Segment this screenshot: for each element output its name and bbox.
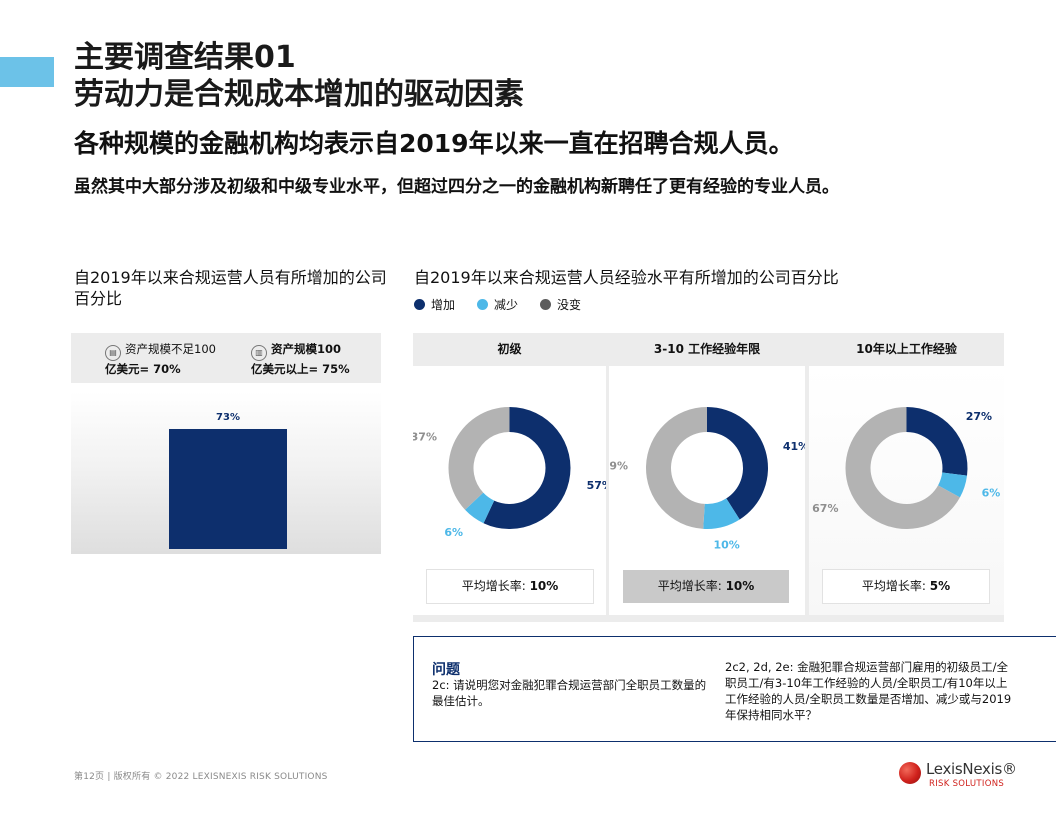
logo-name: LexisNexis® xyxy=(926,760,1017,778)
donut-label-increase: 27% xyxy=(966,410,992,423)
asset-size-large-line2: 亿美元以上= 75% xyxy=(251,362,350,376)
donut-label-decrease: 10% xyxy=(713,539,739,552)
legend-item-increase: 增加 xyxy=(414,296,455,313)
intro-paragraph: 虽然其中大部分涉及初级和中级专业水平，但超过四分之一的金融机构新聘任了更有经验的… xyxy=(74,177,839,197)
bar-chart: 73% xyxy=(71,392,381,554)
right-chart-heading: 自2019年以来合规运营人员经验水平有所增加的公司百分比 xyxy=(414,268,839,287)
avg-growth-value: 5% xyxy=(929,579,951,593)
left-chart-heading: 自2019年以来合规运营人员有所增加的公司百分比 xyxy=(74,268,387,308)
column-header-junior: 初级 xyxy=(497,342,522,356)
donut-slice-increase xyxy=(906,407,968,476)
avg-growth-value: 10% xyxy=(725,579,755,593)
asset-size-large: ▥ 资产规模100 亿美元以上= 75% xyxy=(251,341,350,377)
donut-slice-unchanged xyxy=(448,407,510,510)
donut-slice-decrease xyxy=(465,492,495,524)
legend-label-unchanged: 没变 xyxy=(557,298,582,312)
avg-growth-label: 平均增长率: xyxy=(861,579,926,593)
building-small-icon: ▤ xyxy=(105,345,121,361)
donut-label-increase: 41% xyxy=(783,440,805,453)
question-box: 问题 2c: 请说明您对金融犯罪合规运营部门全职员工数量的最佳估计。 2c2, … xyxy=(413,636,1056,742)
bar xyxy=(169,428,287,549)
legend-label-decrease: 减少 xyxy=(494,298,519,312)
legend-item-unchanged: 没变 xyxy=(540,296,581,313)
bar-value-label: 73% xyxy=(216,411,240,423)
avg-growth-value: 10% xyxy=(529,579,559,593)
footer-page-text: 第12页 | 版权所有 © 2022 LEXISNEXIS RISK SOLUT… xyxy=(74,772,328,782)
legend-dot-decrease xyxy=(477,299,489,310)
page-title-line1: 主要调查结果01 xyxy=(74,40,296,75)
legend-dot-unchanged xyxy=(540,299,552,310)
donut-label-decrease: 6% xyxy=(444,526,463,539)
avg-growth-label: 平均增长率: xyxy=(461,579,526,593)
column-header-senior: 10年以上工作经验 xyxy=(856,342,957,356)
avg-growth-junior: 平均增长率: 10% xyxy=(427,570,593,603)
building-large-icon: ▥ xyxy=(251,345,267,361)
logo-globe-icon xyxy=(899,762,921,784)
question-title: 问题 xyxy=(432,662,460,678)
asset-size-header: ▤ 资产规模不足100 亿美元= 70% ▥ 资产规模100 亿美元以上= 75% xyxy=(71,333,381,383)
donut-slice-increase xyxy=(483,407,571,529)
column-header-mid: 3-10 工作经验年限 xyxy=(653,342,761,356)
asset-size-small-line1: 资产规模不足100 xyxy=(125,342,216,356)
donut-cell-senior: 27% 6% 67% 平均增长率: 5% xyxy=(809,366,1004,615)
donut-label-unchanged: 37% xyxy=(413,431,437,444)
question-left-text: 2c: 请说明您对金融犯罪合规运营部门全职员工数量的最佳估计。 xyxy=(432,678,707,708)
avg-growth-mid: 平均增长率: 10% xyxy=(623,570,789,603)
page-subtitle: 各种规模的金融机构均表示自2019年以来一直在招聘合规人员。 xyxy=(74,129,794,158)
donut-label-decrease: 6% xyxy=(982,486,1001,499)
donut-label-unchanged: 49% xyxy=(609,460,628,473)
donut-cell-junior: 57% 6% 37% 平均增长率: 10% xyxy=(413,366,606,615)
donut-label-unchanged: 67% xyxy=(812,502,838,515)
donut-slice-decrease xyxy=(938,472,968,498)
donut-label-increase: 57% xyxy=(587,479,606,492)
legend-item-decrease: 减少 xyxy=(477,296,518,313)
donut-slice-increase xyxy=(707,407,768,520)
avg-growth-senior: 平均增长率: 5% xyxy=(823,570,989,603)
lexisnexis-logo: LexisNexis® RISK SOLUTIONS xyxy=(899,760,1019,792)
asset-size-small: ▤ 资产规模不足100 亿美元= 70% xyxy=(105,341,216,377)
donut-cell-mid: 41% 10% 49% 平均增长率: 10% xyxy=(609,366,805,615)
asset-size-small-line2: 亿美元= 70% xyxy=(105,362,181,376)
donut-column-headers: 初级 3-10 工作经验年限 10年以上工作经验 xyxy=(413,333,1004,366)
donut-slice-unchanged xyxy=(646,407,707,529)
legend-dot-increase xyxy=(414,299,425,310)
question-right-text: 2c2, 2d, 2e: 金融犯罪合规运营部门雇用的初级员工/全职员工/有3-1… xyxy=(725,660,1012,722)
legend-label-increase: 增加 xyxy=(431,298,456,312)
legend: 增加 减少 没变 xyxy=(414,296,581,313)
donut-chart-junior: 57% 6% 37% xyxy=(413,407,606,539)
avg-growth-label: 平均增长率: xyxy=(657,579,722,593)
accent-bar xyxy=(0,57,54,87)
asset-size-large-line1: 资产规模100 xyxy=(271,342,342,356)
donut-panels: 57% 6% 37% 平均增长率: 10% 41% 10% 49% 平均增长率: 10%… xyxy=(413,366,1004,622)
donut-slice-decrease xyxy=(703,498,740,529)
donut-slice-unchanged xyxy=(845,407,960,529)
donut-chart-senior: 27% 6% 67% xyxy=(812,407,1001,529)
donut-chart-mid: 41% 10% 49% xyxy=(609,407,805,552)
page-title-line2: 劳动力是合规成本增加的驱动因素 xyxy=(74,77,524,112)
logo-subtitle: RISK SOLUTIONS xyxy=(929,779,1005,789)
